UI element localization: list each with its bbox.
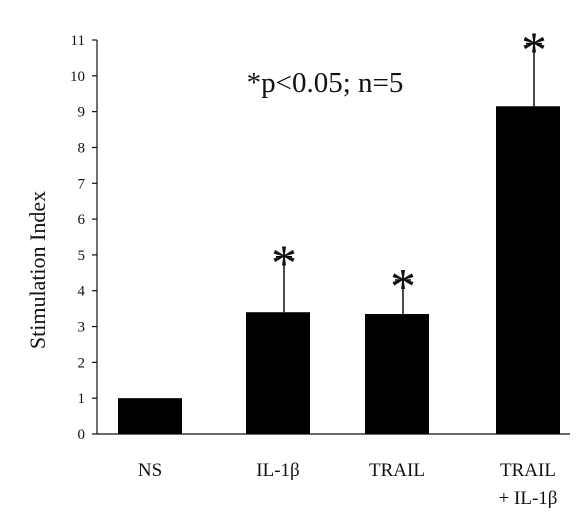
y-tick-label: 9 — [78, 105, 86, 121]
bars: * * * — [118, 23, 560, 434]
y-tick-label: 10 — [70, 69, 85, 85]
y-tick-label: 0 — [78, 427, 86, 443]
y-tick-label: 11 — [71, 33, 85, 49]
x-tick-label: TRAIL — [369, 460, 425, 481]
y-tick-label: 7 — [78, 176, 86, 192]
y-tick-label: 5 — [78, 248, 86, 264]
y-tick-label: 2 — [78, 355, 86, 371]
x-tick-label: TRAIL — [500, 460, 556, 481]
significance-star: * — [521, 23, 547, 80]
bar — [496, 106, 560, 434]
y-tick-label: 4 — [78, 284, 86, 300]
y-axis-label: Stimulation Index — [25, 191, 50, 349]
significance-star: * — [390, 259, 416, 316]
y-tick-label: 1 — [78, 391, 86, 407]
category-labels: NS IL-1β TRAIL TRAIL + IL-1β — [138, 460, 558, 509]
y-tick-label: 8 — [78, 140, 86, 156]
y-axis: 0 1 2 3 4 5 6 7 8 9 10 11 — [70, 33, 97, 443]
significance-star: * — [271, 236, 297, 293]
x-tick-label: + IL-1β — [499, 488, 558, 509]
y-tick-label: 6 — [78, 212, 86, 228]
bar — [118, 398, 182, 434]
x-tick-label: NS — [138, 460, 162, 481]
x-tick-label: IL-1β — [256, 460, 299, 481]
significance-note: *p<0.05; n=5 — [247, 67, 404, 99]
bar — [246, 312, 310, 434]
y-tick-label: 3 — [78, 320, 86, 336]
bar — [365, 314, 429, 434]
